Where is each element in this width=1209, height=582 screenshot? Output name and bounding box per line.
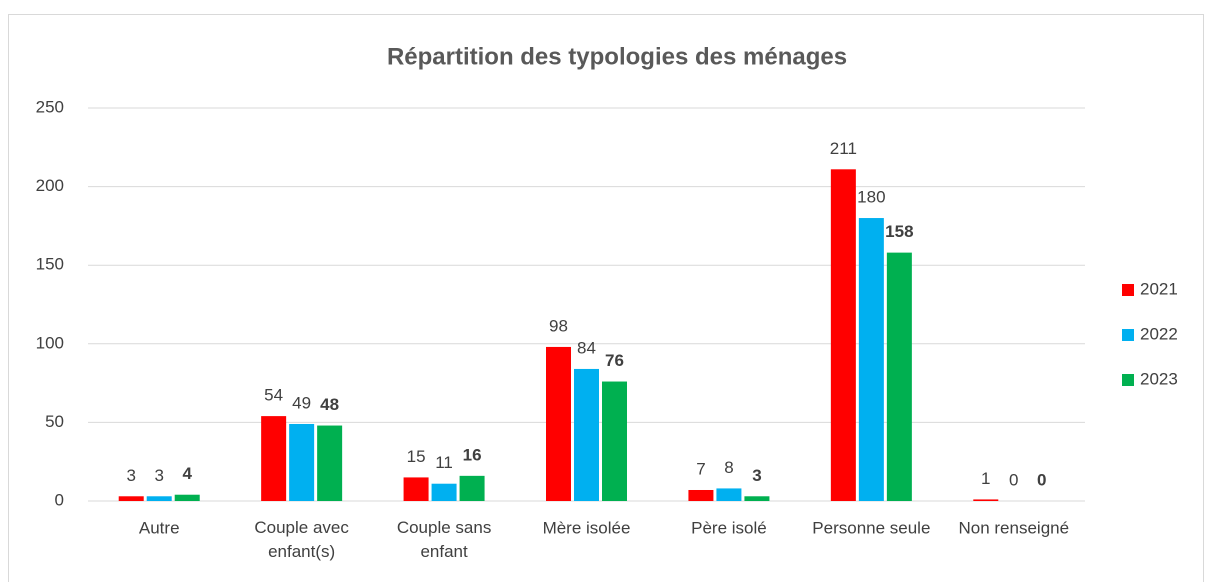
bar: [830, 169, 856, 502]
data-label: 158: [885, 222, 913, 241]
x-tick-label: Couple sans enfant: [397, 518, 492, 561]
data-label: 54: [264, 386, 283, 405]
bar: [574, 368, 599, 501]
data-label: 76: [605, 351, 624, 370]
data-label: 1: [981, 469, 990, 488]
y-tick-label: 0: [55, 490, 64, 509]
bar: [858, 218, 884, 502]
data-label: 180: [857, 188, 885, 207]
bar: [403, 477, 429, 501]
data-label: 16: [463, 445, 482, 464]
x-tick-label: Couple avec enfant(s): [254, 518, 349, 561]
bar: [289, 423, 315, 501]
y-tick-label: 50: [45, 412, 64, 431]
bar: [744, 496, 770, 501]
data-label: 15: [407, 447, 426, 466]
bar: [317, 425, 343, 501]
legend-label: 2021: [1140, 279, 1178, 298]
y-tick-label: 100: [36, 333, 64, 352]
x-tick-label: Non renseigné: [958, 518, 1069, 537]
data-label: 3: [126, 466, 135, 485]
data-label: 3: [154, 466, 163, 485]
data-label: 0: [1009, 470, 1018, 489]
bar: [973, 499, 999, 501]
bar: [886, 252, 912, 501]
data-label: 49: [292, 393, 311, 412]
data-label: 3: [752, 466, 761, 485]
x-tick-label: Personne seule: [812, 518, 930, 537]
bar: [688, 489, 714, 501]
data-label: 84: [577, 338, 596, 357]
x-tick-label: Mère isolée: [543, 518, 631, 537]
legend-label: 2023: [1140, 369, 1178, 388]
x-tick-label: Père isolé: [691, 518, 767, 537]
bar: [716, 488, 742, 501]
data-label: 7: [696, 459, 705, 478]
data-label: 98: [549, 316, 568, 335]
data-label: 8: [724, 458, 733, 477]
data-label: 48: [320, 395, 339, 414]
legend-label: 2022: [1140, 324, 1178, 343]
bar: [546, 346, 571, 501]
data-label: 4: [182, 464, 192, 483]
data-label: 211: [830, 139, 857, 158]
bar: [602, 381, 627, 501]
x-tick-label: Autre: [139, 518, 180, 537]
bar: [174, 494, 200, 501]
chart-border: [8, 14, 1204, 582]
bar: [146, 496, 172, 501]
y-tick-label: 150: [36, 255, 64, 274]
bar: [261, 416, 287, 501]
legend-swatch: [1122, 374, 1134, 386]
bar: [459, 475, 485, 501]
y-tick-label: 200: [36, 176, 64, 195]
y-tick-label: 250: [36, 97, 64, 116]
legend-swatch: [1122, 329, 1134, 341]
bar: [431, 483, 457, 501]
data-label: 0: [1037, 470, 1046, 489]
bar: [118, 496, 144, 501]
chart-title: Répartition des typologies des ménages: [387, 43, 847, 70]
data-label: 11: [435, 453, 453, 472]
legend-swatch: [1122, 284, 1134, 296]
